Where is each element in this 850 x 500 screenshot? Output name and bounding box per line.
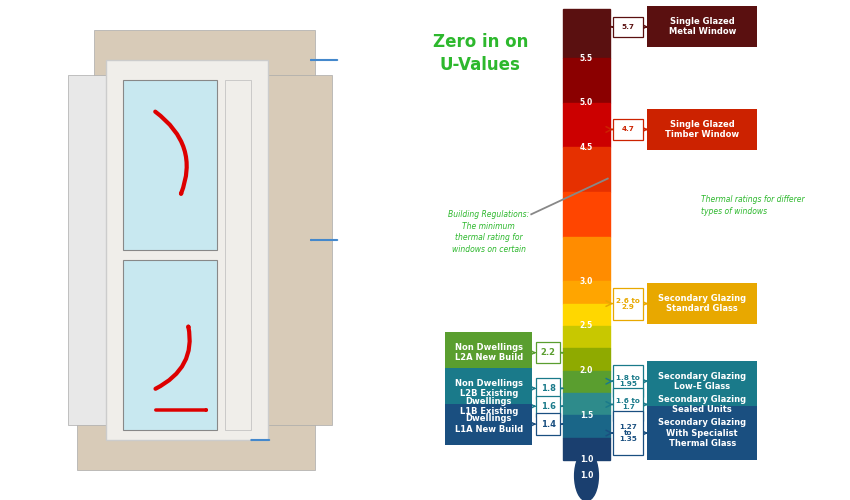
Text: Dwellings
L1B Existing: Dwellings L1B Existing — [460, 396, 518, 416]
Bar — [563, 326, 609, 348]
Text: 5.7: 5.7 — [621, 24, 635, 30]
Text: 1.8: 1.8 — [541, 384, 556, 393]
Text: 1.0: 1.0 — [580, 456, 593, 464]
Bar — [563, 58, 609, 102]
FancyBboxPatch shape — [613, 288, 643, 320]
Text: 1.6: 1.6 — [541, 402, 556, 411]
FancyBboxPatch shape — [76, 420, 314, 470]
Text: Thermal ratings for differer
types of windows: Thermal ratings for differer types of wi… — [701, 195, 805, 216]
Text: Secondary Glazing
With Specialist
Thermal Glass: Secondary Glazing With Specialist Therma… — [658, 418, 746, 448]
FancyBboxPatch shape — [536, 342, 560, 363]
Bar — [563, 304, 609, 326]
Text: 1.27
to
1.35: 1.27 to 1.35 — [619, 424, 638, 442]
FancyBboxPatch shape — [255, 75, 332, 425]
FancyBboxPatch shape — [123, 260, 217, 430]
Bar — [563, 370, 609, 393]
FancyBboxPatch shape — [613, 365, 643, 398]
FancyBboxPatch shape — [648, 384, 757, 425]
FancyBboxPatch shape — [648, 6, 757, 48]
Text: 2.6 to
2.9: 2.6 to 2.9 — [616, 298, 640, 310]
FancyBboxPatch shape — [94, 30, 314, 80]
Bar — [563, 236, 609, 281]
FancyBboxPatch shape — [445, 404, 532, 444]
Text: 2.2: 2.2 — [541, 348, 556, 357]
Text: 3.0: 3.0 — [580, 277, 593, 286]
FancyBboxPatch shape — [106, 60, 268, 440]
Text: 1.4: 1.4 — [541, 420, 556, 428]
Text: 5.5: 5.5 — [580, 54, 593, 62]
FancyBboxPatch shape — [648, 283, 757, 324]
FancyBboxPatch shape — [123, 80, 217, 250]
Text: Single Glazed
Metal Window: Single Glazed Metal Window — [669, 17, 736, 36]
FancyBboxPatch shape — [68, 75, 128, 425]
Bar — [563, 102, 609, 148]
Text: 1.5: 1.5 — [580, 410, 593, 420]
Text: Secondary Glazing
Standard Glass: Secondary Glazing Standard Glass — [658, 294, 746, 314]
Circle shape — [575, 451, 598, 500]
FancyBboxPatch shape — [613, 411, 643, 455]
FancyBboxPatch shape — [536, 414, 560, 435]
Bar — [563, 281, 609, 303]
FancyBboxPatch shape — [613, 16, 643, 37]
FancyBboxPatch shape — [225, 80, 251, 430]
FancyBboxPatch shape — [613, 388, 643, 420]
Text: 1.6 to
1.7: 1.6 to 1.7 — [616, 398, 640, 410]
Bar — [563, 415, 609, 438]
Text: Non Dwellings
L2B Existing: Non Dwellings L2B Existing — [455, 378, 523, 398]
Text: 4.5: 4.5 — [580, 143, 593, 152]
FancyBboxPatch shape — [445, 386, 532, 427]
Bar — [563, 348, 609, 370]
FancyBboxPatch shape — [445, 368, 532, 409]
Text: Dwellings
L1A New Build: Dwellings L1A New Build — [455, 414, 523, 434]
Text: 2.5: 2.5 — [580, 322, 593, 330]
FancyBboxPatch shape — [536, 378, 560, 399]
Bar — [563, 438, 609, 460]
Text: Secondary Glazing
Low-E Glass: Secondary Glazing Low-E Glass — [658, 372, 746, 391]
Text: Zero in on
U-Values: Zero in on U-Values — [433, 33, 528, 74]
FancyBboxPatch shape — [648, 360, 757, 402]
Bar — [563, 9, 609, 58]
Text: 4.7: 4.7 — [621, 126, 634, 132]
Text: 2.0: 2.0 — [580, 366, 593, 375]
Text: 5.0: 5.0 — [580, 98, 593, 107]
FancyBboxPatch shape — [536, 396, 560, 417]
Text: Secondary Glazing
Sealed Units: Secondary Glazing Sealed Units — [658, 395, 746, 414]
FancyBboxPatch shape — [648, 109, 757, 150]
Text: Non Dwellings
L2A New Build: Non Dwellings L2A New Build — [455, 343, 523, 362]
Bar — [563, 393, 609, 415]
Bar — [563, 192, 609, 236]
Text: Single Glazed
Timber Window: Single Glazed Timber Window — [666, 120, 740, 139]
FancyBboxPatch shape — [445, 332, 532, 373]
Text: 1.8 to
1.95: 1.8 to 1.95 — [616, 375, 640, 388]
Text: Building Regulations:
The minimum
thermal rating for
windows on certain: Building Regulations: The minimum therma… — [448, 210, 530, 254]
Bar — [563, 148, 609, 192]
FancyBboxPatch shape — [648, 406, 757, 460]
Text: 1.0: 1.0 — [580, 472, 593, 480]
FancyBboxPatch shape — [613, 119, 643, 140]
